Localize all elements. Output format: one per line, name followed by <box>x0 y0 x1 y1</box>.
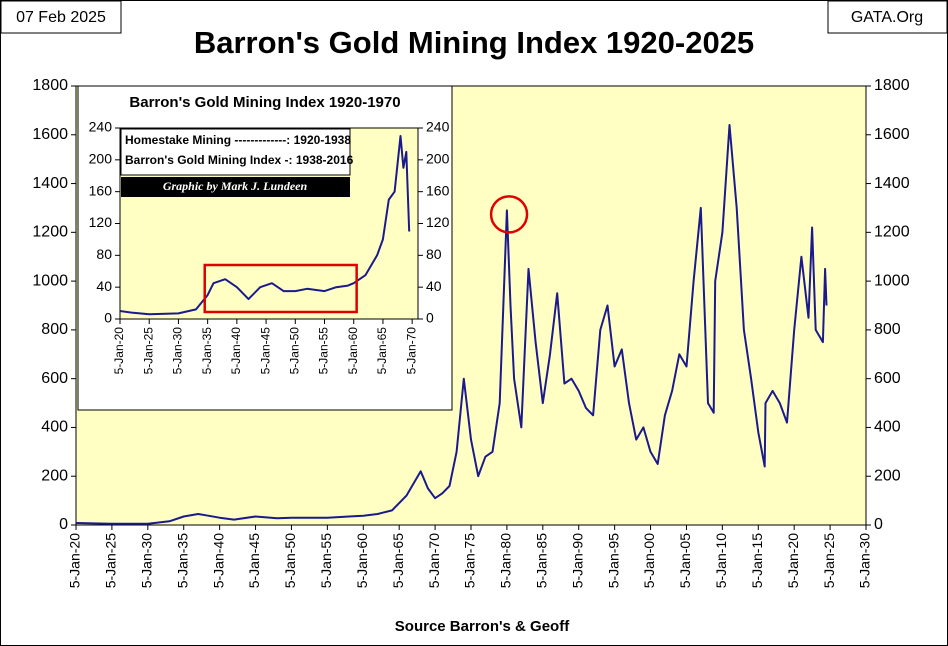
x-tick-label: 5-Jan-10 <box>713 533 729 588</box>
x-tick-label: 5-Jan-35 <box>174 533 190 588</box>
x-tick-label: 5-Jan-60 <box>346 327 360 375</box>
y2-tick-label: 1400 <box>874 175 910 192</box>
y2-tick-label: 600 <box>874 370 901 387</box>
y-tick-label: 1200 <box>32 224 68 241</box>
site-box <box>827 0 948 34</box>
legend-note: Barron's Gold Mining Index -: 1938-2016 <box>125 153 354 167</box>
x-tick-label: 5-Jan-00 <box>641 533 657 588</box>
y-tick-label: 800 <box>41 321 68 338</box>
x-tick-label: 5-Jan-85 <box>534 533 550 588</box>
y-tick-label: 1800 <box>32 77 68 94</box>
y2-tick-label: 400 <box>874 419 901 436</box>
line-series <box>119 135 411 316</box>
x-tick-label: 5-Jan-30 <box>139 533 155 588</box>
y-tick-label: 1600 <box>32 126 68 143</box>
x-tick-label: 5-Jan-05 <box>677 533 693 588</box>
y-tick-label: 80 <box>96 246 112 262</box>
x-tick-label: 5-Jan-95 <box>605 533 621 588</box>
y-tick-label: 160 <box>89 182 113 198</box>
x-tick-label: 5-Jan-65 <box>390 533 406 588</box>
x-tick-label: 5-Jan-75 <box>462 533 478 588</box>
date: 07 Feb 2025 <box>16 9 106 26</box>
x-tick-label: 5-Jan-55 <box>318 533 334 588</box>
x-tick-label: 5-Jan-20 <box>112 327 126 375</box>
y2-tick-label: 240 <box>426 119 450 135</box>
x-tick-label: 5-Jan-20 <box>67 533 83 588</box>
x-tick-label: 5-Jan-80 <box>498 533 514 588</box>
x-tick-label: 5-Jan-55 <box>317 327 331 375</box>
x-tick-label: 5-Jan-30 <box>857 533 873 588</box>
x-tick-label: 5-Jan-45 <box>258 327 272 375</box>
y2-tick-label: 1800 <box>874 77 910 94</box>
legend-note: Homestake Mining -------------: 1920-193… <box>125 133 351 147</box>
x-tick-label: 5-Jan-35 <box>200 327 214 375</box>
y-tick-label: 600 <box>41 370 68 387</box>
x-tick-label: 5-Jan-30 <box>171 327 185 375</box>
y2-tick-label: 1600 <box>874 126 910 143</box>
line-series <box>75 124 828 525</box>
x-tick-label: 5-Jan-25 <box>821 533 837 588</box>
site: GATA.Org <box>851 9 923 26</box>
x-tick-label: 5-Jan-45 <box>246 533 262 588</box>
y-tick-label: 1000 <box>32 272 68 289</box>
inset-highlight <box>203 263 358 314</box>
y-tick-label: 400 <box>41 419 68 436</box>
x-tick-label: 5-Jan-20 <box>785 533 801 588</box>
inset-title: Barron's Gold Mining Index 1920-1970 <box>129 94 400 111</box>
highlight-circle <box>489 195 529 234</box>
y2-tick-label: 200 <box>874 467 901 484</box>
x-tick-label: 5-Jan-50 <box>287 327 301 375</box>
x-tick-label: 5-Jan-25 <box>141 327 155 375</box>
y-tick-label: 240 <box>89 119 113 135</box>
credit: Graphic by Mark J. Lundeen <box>163 179 308 193</box>
x-axis-label: Source Barron's & Geoff <box>395 618 570 635</box>
y2-tick-label: 800 <box>874 321 901 338</box>
y-tick-label: 0 <box>59 516 68 533</box>
date-box <box>0 0 122 34</box>
y-tick-label: 40 <box>96 278 112 294</box>
chart-title: Barron's Gold Mining Index 1920-2025 <box>194 25 754 60</box>
y-tick-label: 200 <box>89 151 113 167</box>
y-tick-label: 200 <box>41 467 68 484</box>
y2-tick-label: 120 <box>426 214 450 230</box>
y2-tick-label: 40 <box>426 278 442 294</box>
y2-tick-label: 160 <box>426 182 450 198</box>
y2-tick-label: 0 <box>874 516 883 533</box>
x-tick-label: 5-Jan-15 <box>749 533 765 588</box>
x-tick-label: 5-Jan-40 <box>229 327 243 375</box>
x-tick-label: 5-Jan-40 <box>210 533 226 588</box>
legend-box <box>120 128 351 176</box>
y2-tick-label: 0 <box>426 310 434 326</box>
y-tick-label: 1400 <box>32 175 68 192</box>
x-tick-label: 5-Jan-50 <box>282 533 298 588</box>
x-tick-label: 5-Jan-70 <box>426 533 442 588</box>
credit-banner <box>121 177 350 197</box>
x-tick-label: 5-Jan-90 <box>569 533 585 588</box>
x-tick-label: 5-Jan-70 <box>404 327 418 375</box>
y2-tick-label: 200 <box>426 151 450 167</box>
y2-tick-label: 80 <box>426 246 442 262</box>
x-tick-label: 5-Jan-65 <box>375 327 389 375</box>
y2-tick-label: 1200 <box>874 224 910 241</box>
x-tick-label: 5-Jan-25 <box>103 533 119 588</box>
y2-tick-label: 1000 <box>874 272 910 289</box>
y-tick-label: 0 <box>104 310 112 326</box>
y-tick-label: 120 <box>89 214 113 230</box>
x-tick-label: 5-Jan-60 <box>354 533 370 588</box>
